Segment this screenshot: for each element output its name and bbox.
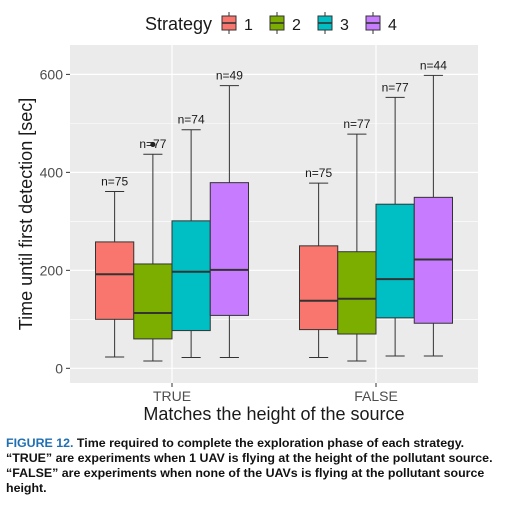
box-3-FALSE: n=77 — [375, 80, 415, 357]
y-tick-label: 400 — [40, 164, 64, 180]
legend: Strategy 1 2 3 4 — [145, 12, 397, 34]
box-body — [375, 203, 415, 319]
legend-item-1: 1 — [221, 12, 253, 34]
x-tick-label: TRUE — [153, 388, 191, 404]
box-body — [299, 245, 339, 331]
outlier-point — [150, 141, 156, 148]
n-label: n=74 — [178, 113, 205, 127]
box-1-FALSE: n=75 — [299, 166, 339, 359]
boxplot-chart: Strategy 1 2 3 4 0 200 400 600 TRUE FALSE n=75 n… — [16, 12, 478, 424]
n-label: n=77 — [139, 137, 166, 151]
box-body — [209, 182, 249, 316]
x-axis-label: Matches the height of the source — [143, 404, 404, 424]
legend-label: 2 — [292, 17, 301, 34]
figure-caption: FIGURE 12. Time required to complete the… — [6, 436, 506, 496]
figure-label: FIGURE 12. — [6, 436, 74, 450]
box-2-TRUE: n=77 — [133, 137, 173, 362]
box-2-FALSE: n=77 — [337, 117, 377, 362]
caption-text: Time required to complete the exploratio… — [6, 436, 493, 495]
legend-label: 3 — [340, 17, 349, 34]
legend-item-3: 3 — [317, 12, 349, 34]
legend-label: 4 — [388, 17, 397, 34]
box-body — [95, 241, 135, 320]
x-tick-label: FALSE — [354, 388, 398, 404]
n-label: n=75 — [305, 166, 332, 180]
legend-label: 1 — [244, 17, 253, 34]
legend-title: Strategy — [145, 14, 212, 34]
legend-item-2: 2 — [269, 12, 301, 34]
box-4-FALSE: n=44 — [413, 58, 453, 357]
y-tick-label: 600 — [40, 66, 64, 82]
y-axis-label: Time until first detection [sec] — [16, 98, 36, 330]
y-tick-label: 0 — [55, 360, 63, 376]
box-body — [133, 263, 173, 340]
box-body — [171, 220, 211, 332]
n-label: n=77 — [382, 80, 409, 94]
n-label: n=44 — [420, 58, 447, 72]
box-4-TRUE: n=49 — [209, 69, 249, 359]
y-tick-label: 200 — [40, 262, 64, 278]
n-label: n=75 — [101, 174, 128, 188]
box-body — [337, 251, 377, 335]
legend-item-4: 4 — [365, 12, 397, 34]
box-3-TRUE: n=74 — [171, 113, 211, 359]
n-label: n=49 — [216, 69, 243, 83]
n-label: n=77 — [343, 117, 370, 131]
box-1-TRUE: n=75 — [95, 174, 135, 358]
